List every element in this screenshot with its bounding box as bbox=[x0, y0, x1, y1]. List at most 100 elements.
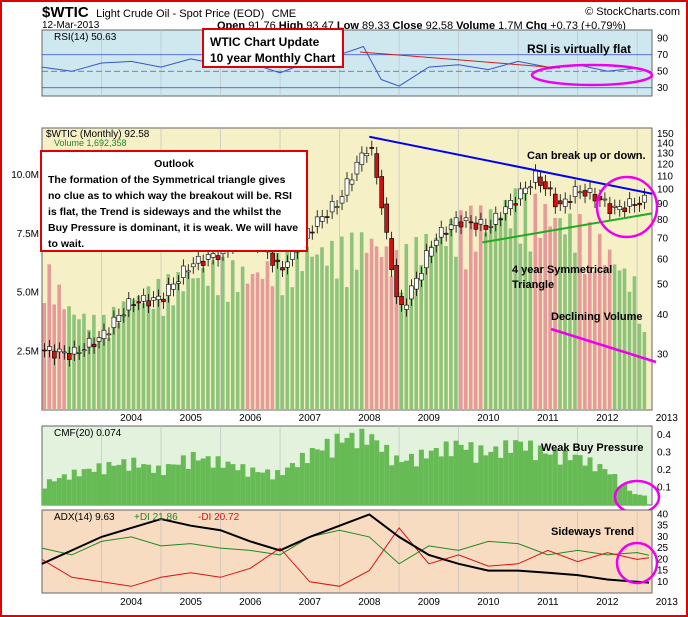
cmf-bar bbox=[508, 452, 514, 505]
price-candle bbox=[205, 254, 211, 260]
price-candle bbox=[453, 217, 459, 226]
volume-bar bbox=[439, 231, 443, 410]
volume-bar bbox=[627, 291, 632, 410]
price-candle bbox=[468, 221, 474, 224]
cmf-bar bbox=[572, 454, 578, 505]
price-candle bbox=[270, 252, 275, 266]
volume-bar bbox=[543, 204, 547, 410]
price-tick: 50 bbox=[657, 279, 669, 290]
cmf-bar bbox=[161, 475, 167, 505]
cmf-bar bbox=[205, 456, 211, 505]
price-candle bbox=[86, 338, 92, 348]
volume-bar bbox=[191, 278, 195, 410]
volume-bar bbox=[424, 233, 428, 410]
volume-bar bbox=[374, 246, 379, 410]
volume-bar bbox=[597, 233, 602, 410]
volume-bar bbox=[151, 308, 156, 410]
adx-xtick: 2008 bbox=[358, 597, 381, 608]
declining-volume-arrow bbox=[550, 327, 657, 364]
cmf-bar bbox=[369, 434, 375, 505]
cmf-bar bbox=[304, 463, 310, 505]
cmf-bar bbox=[200, 458, 206, 505]
volume-bar bbox=[588, 222, 592, 410]
volume-bar bbox=[255, 272, 260, 410]
volume-bar bbox=[72, 314, 76, 410]
price-xtick: 2004 bbox=[120, 413, 143, 424]
volume-bar bbox=[136, 295, 141, 410]
price-candle bbox=[478, 219, 484, 225]
price-xtick: 2007 bbox=[299, 413, 322, 424]
cmf-tick: 0.2 bbox=[657, 465, 671, 476]
volume-bar bbox=[533, 193, 538, 410]
price-candle bbox=[314, 216, 320, 227]
cmf-bar bbox=[473, 462, 479, 505]
price-candle bbox=[81, 349, 87, 352]
price-candle bbox=[96, 337, 102, 342]
price-candle bbox=[394, 265, 399, 298]
price-candle bbox=[622, 207, 628, 213]
volume-bar bbox=[612, 264, 617, 410]
volume-bar bbox=[409, 285, 414, 410]
volume-bar bbox=[454, 256, 458, 410]
cmf-bar bbox=[255, 472, 261, 505]
price-tick: 100 bbox=[657, 185, 674, 196]
price-candle bbox=[200, 260, 206, 266]
price-candle bbox=[458, 221, 464, 228]
price-candle bbox=[210, 253, 216, 258]
volume-bar bbox=[384, 246, 389, 410]
volume-bar bbox=[206, 285, 210, 410]
price-candle bbox=[473, 222, 479, 230]
price-candle bbox=[409, 285, 414, 300]
price-candle bbox=[463, 217, 469, 221]
cmf-bar bbox=[418, 449, 424, 505]
price-candle bbox=[389, 238, 394, 271]
cmf-bar bbox=[399, 462, 405, 505]
volume-bar bbox=[131, 299, 136, 410]
cmf-bar bbox=[622, 483, 628, 505]
price-candle bbox=[181, 265, 186, 278]
volume-bar bbox=[270, 286, 275, 410]
sideways-label: Sideways Trend bbox=[551, 526, 635, 538]
cmf-bar bbox=[329, 457, 335, 505]
volume-bar bbox=[464, 269, 468, 410]
volume-bar bbox=[146, 286, 151, 410]
cmf-bar bbox=[567, 460, 573, 505]
price-candle bbox=[339, 196, 345, 204]
outlook-body: The formation of the Symmetrical triangl… bbox=[48, 174, 299, 250]
price-candle bbox=[285, 261, 290, 268]
cmf-bar bbox=[607, 474, 613, 505]
price-candle bbox=[91, 343, 97, 348]
rsi-tick: 30 bbox=[657, 83, 669, 94]
price-candle bbox=[106, 333, 112, 336]
cmf-bar bbox=[577, 455, 583, 505]
price-candle bbox=[195, 255, 201, 264]
price-candle bbox=[642, 194, 647, 203]
volume-bar bbox=[493, 214, 498, 410]
cmf-bar bbox=[165, 464, 171, 505]
cmf-bar bbox=[503, 440, 509, 505]
volume-bar bbox=[211, 260, 215, 410]
price-candle bbox=[557, 200, 563, 205]
price-candle bbox=[280, 267, 285, 271]
price-candle bbox=[543, 181, 548, 190]
volume-bar bbox=[459, 210, 463, 410]
cmf-bar bbox=[240, 464, 246, 505]
volume-bar bbox=[637, 323, 642, 410]
cmf-bar bbox=[46, 479, 52, 505]
cmf-tick: 0.3 bbox=[657, 447, 671, 458]
volume-bar bbox=[642, 332, 647, 410]
volume-bar bbox=[181, 291, 185, 410]
cmf-bar bbox=[235, 470, 241, 505]
volume-bar bbox=[186, 273, 190, 410]
price-candle bbox=[156, 295, 161, 300]
price-candle bbox=[42, 349, 47, 352]
price-candle bbox=[414, 277, 419, 290]
cmf-bar bbox=[265, 469, 271, 505]
adx-xtick: 2011 bbox=[537, 597, 559, 608]
cmf-bar bbox=[324, 438, 330, 505]
volume-bar bbox=[77, 319, 81, 410]
adx-tick: 20 bbox=[657, 554, 669, 565]
adx-tick: 10 bbox=[657, 577, 669, 588]
volume-bar bbox=[280, 295, 285, 410]
price-candle bbox=[171, 283, 176, 290]
